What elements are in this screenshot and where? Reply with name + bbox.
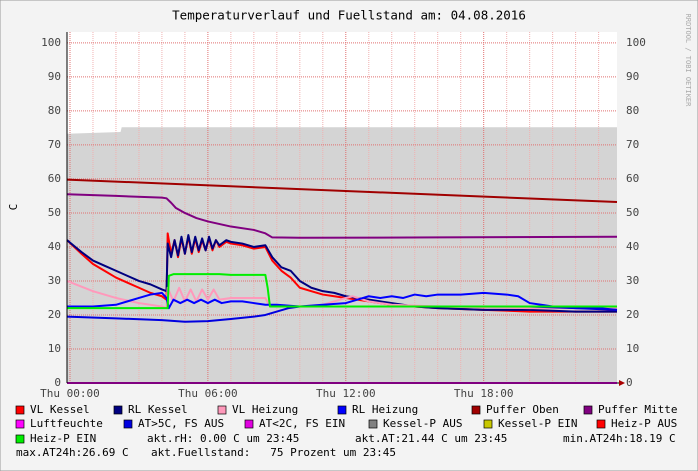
y-tick-label: 20 xyxy=(48,308,61,321)
legend-comment: akt.rH: 0.00 C um 23:45 xyxy=(147,432,299,445)
legend-swatch xyxy=(583,405,593,415)
watermark: RRDTOOL / TOBI OETIKER xyxy=(684,14,692,108)
y-axis-label: C xyxy=(7,204,20,211)
y-tick-label: 0 xyxy=(54,376,61,389)
legend-comment: min.AT24h:18.19 C xyxy=(563,432,676,445)
x-tick-label: Thu 12:00 xyxy=(316,387,376,400)
y2-tick-label: 0 xyxy=(626,376,633,389)
legend-comment: max.AT24h:26.69 C xyxy=(16,446,129,459)
y2-tick-label: 90 xyxy=(626,70,639,83)
y-tick-label: 40 xyxy=(48,240,61,253)
series-line xyxy=(66,178,618,204)
legend-swatch xyxy=(217,405,227,415)
y-tick-label: 60 xyxy=(48,172,61,185)
legend-swatch xyxy=(244,419,254,429)
y2-tick-label: 30 xyxy=(626,274,639,287)
legend-label: RL Heizung xyxy=(352,403,418,416)
y2-tick-label: 70 xyxy=(626,138,639,151)
x-tick-label: Thu 00:00 xyxy=(40,387,100,400)
legend-label: AT>5C, FS AUS xyxy=(138,417,224,430)
legend-label: Heiz-P AUS xyxy=(611,417,677,430)
legend-label: VL Kessel xyxy=(30,403,90,416)
series-line xyxy=(67,273,617,310)
legend-swatch xyxy=(15,419,25,429)
legend-comment: akt.Fuellstand: 75 Prozent um 23:45 xyxy=(151,446,396,459)
y2-tick-label: 80 xyxy=(626,104,639,117)
y2-tick-label: 100 xyxy=(626,36,646,49)
series-line xyxy=(67,291,618,311)
y2-tick-label: 40 xyxy=(626,240,639,253)
legend-label: Kessel-P EIN xyxy=(498,417,577,430)
y2-tick-label: 50 xyxy=(626,206,639,219)
fill-area xyxy=(67,127,617,383)
legend-label: AT<2C, FS EIN xyxy=(259,417,345,430)
legend-label: Puffer Mitte xyxy=(598,403,677,416)
y2-tick-label: 60 xyxy=(626,172,639,185)
legend-swatch xyxy=(15,405,25,415)
legend-comment: akt.AT:21.44 C um 23:45 xyxy=(355,432,507,445)
legend-label: Heiz-P EIN xyxy=(30,432,96,445)
legend-swatch xyxy=(123,419,133,429)
legend-swatch xyxy=(368,419,378,429)
y-tick-label: 50 xyxy=(48,206,61,219)
chart-title: Temperaturverlauf und Fuellstand am: 04.… xyxy=(172,8,526,23)
y-tick-label: 70 xyxy=(48,138,61,151)
x-tick-label: Thu 06:00 xyxy=(178,387,238,400)
series-line xyxy=(66,193,618,239)
legend-swatch xyxy=(15,434,25,444)
y-tick-label: 100 xyxy=(41,36,61,49)
y2-tick-label: 20 xyxy=(626,308,639,321)
legend-label: RL Kessel xyxy=(128,403,188,416)
legend-swatch xyxy=(337,405,347,415)
legend-swatch xyxy=(113,405,123,415)
legend-swatch xyxy=(471,405,481,415)
legend-label: Luftfeuchte xyxy=(30,417,103,430)
x-axis-arrow xyxy=(619,380,625,386)
x-tick-label: Thu 18:00 xyxy=(454,387,514,400)
legend-label: Puffer Oben xyxy=(486,403,559,416)
y-tick-label: 80 xyxy=(48,104,61,117)
legend-label: Kessel-P AUS xyxy=(383,417,462,430)
legend-swatch xyxy=(483,419,493,429)
y2-tick-label: 10 xyxy=(626,342,639,355)
y-tick-label: 90 xyxy=(48,70,61,83)
legend-swatch xyxy=(596,419,606,429)
y-tick-label: 10 xyxy=(48,342,61,355)
legend-label: VL Heizung xyxy=(232,403,298,416)
y-tick-label: 30 xyxy=(48,274,61,287)
